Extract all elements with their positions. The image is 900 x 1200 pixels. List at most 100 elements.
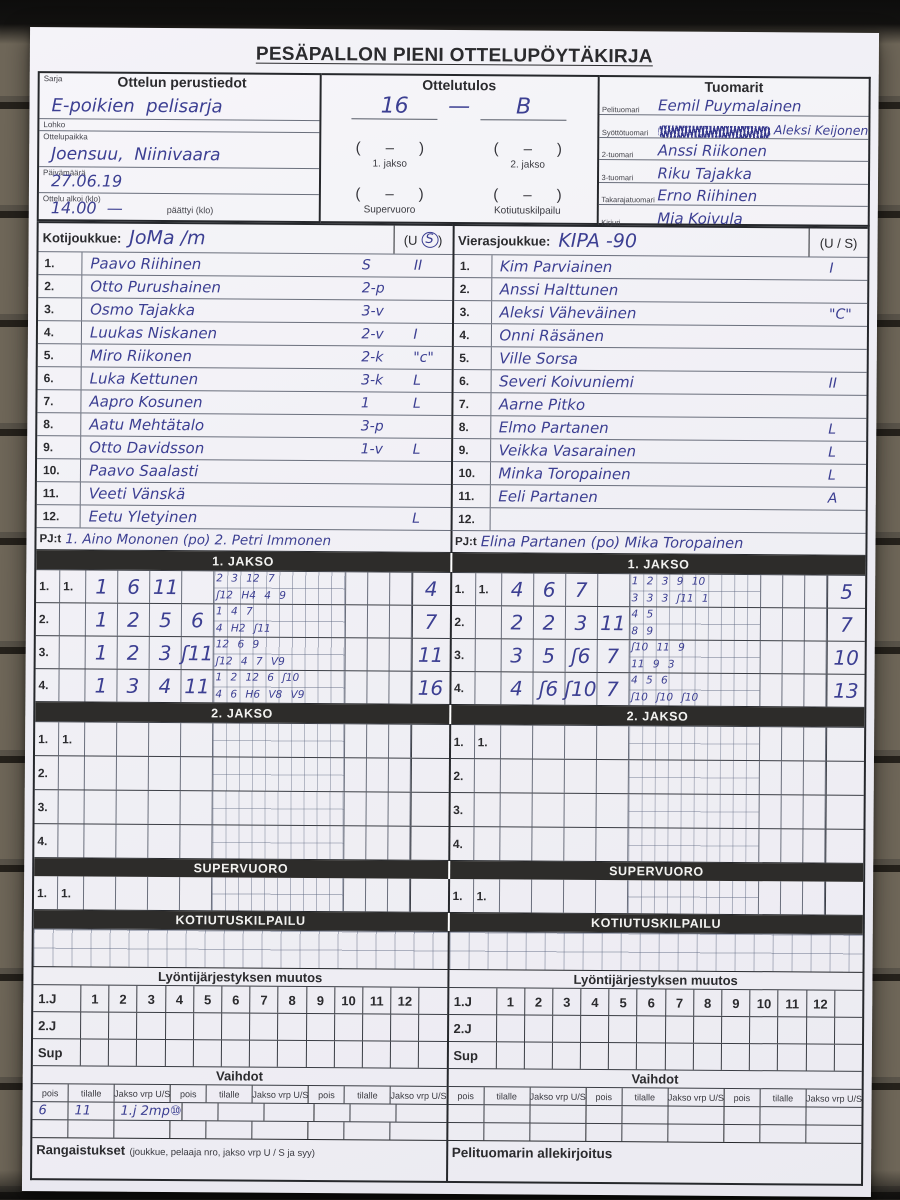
vaihdot-col-tilalle: tilalle [344,1086,392,1104]
player-name: Otto Davidsson [89,438,205,458]
home-score: 16 [351,93,438,120]
vaihdot-col-pois: pois [586,1087,623,1106]
away-score: B [480,94,567,121]
batter-cell [180,723,214,757]
jakso1-score: ( – ) 1. jakso [321,139,459,170]
vaihdot-data-row [32,1119,446,1140]
fine-score-bottom: 11 9 3 [631,658,675,671]
batter-cell [596,726,629,760]
muutos-cell: 10 [750,990,779,1017]
muutos-cell [693,1016,723,1043]
muutos-cell [778,1044,807,1071]
vaihdot-col-headers: pois tilalle Jakso vrp U/S pois tilalle … [448,1085,862,1107]
player-name: Luukas Niskanen [89,323,218,343]
vaihto-cell [724,1124,761,1143]
scribbled-out-name [657,125,770,138]
inning-number: 1. [34,722,60,756]
muutos-cell: 3 [553,988,582,1015]
fine-score-bottom: 3 3 3 ʃ11 1 [631,592,709,605]
inning-number: 4. [34,824,59,858]
score-cell [387,878,410,912]
inning-total [409,878,448,912]
muutos-cell: 9 [306,987,336,1014]
muutos-row-1j: 1.J 1 2 3 4 5 6 7 8 9 10 11 12 [448,986,863,1017]
player-number: 3. [453,301,492,324]
player-position: S [361,257,371,274]
batter-cell [180,791,213,825]
jakso1-away: 1. 1. 4 6 7 1 2 3 9 10 3 3 3 ʃ11 1 [448,571,866,707]
vaihdot-col-tilalle: tilalle [68,1084,115,1102]
player-mark: L [412,395,421,412]
vaihdot-data-row [447,1103,862,1125]
score-cell [388,724,411,758]
inning-number: 3. [451,639,476,672]
inning-number: 4. [449,827,474,861]
muutos-cell [609,1043,638,1070]
player-number: 5. [37,344,82,367]
vaihdot-col-pois: pois [32,1084,69,1102]
score-cell [760,608,784,641]
batter-cell [500,793,533,827]
batter-cell [500,725,533,759]
muutos-cells: 1 2 3 4 5 6 7 8 9 10 11 12 [81,985,447,1014]
player-number: 8. [37,413,82,436]
player-name: Otto Purushainen [90,277,221,297]
us-open: (U [403,232,422,248]
basics-header: Ottelun perustiedot [117,73,247,91]
vaihto-cell [182,1103,219,1121]
batter-cell: 11 [181,670,214,703]
home-roster-row: 9. Otto Davidsson 1-v L [37,435,451,461]
inning-total: 11 [411,638,450,671]
ottelupaikka-value: Joensuu, Niinivaara [51,144,221,166]
inning-total: 16 [410,671,450,704]
fine-score-grid [627,880,760,915]
away-pj-label: PJ:t [454,535,477,548]
batter-cell [532,759,565,793]
batter-cell [148,722,182,757]
supervuoro-grid: 1. 1. 1. 1. [33,876,864,915]
muutos-cell [278,1013,307,1041]
batter-cell: 7 [596,673,630,706]
score-cell [367,638,390,671]
muutos-cell [334,1014,364,1041]
home-team-header: Kotijoukkue: JoMa /m (U S) [38,221,453,255]
player-position: 3-p [360,418,384,435]
player-position: 3-v [361,303,384,320]
away-roster-row: 1. Kim Parviainen I [453,254,868,280]
batter-cell: ʃ11 [181,637,214,670]
score-row: 3. [450,792,864,829]
score-cell [388,792,411,826]
fine-score-bottom: 4 H2 ʃ11 [215,622,271,635]
batter-cell: ʃ6 [532,672,566,705]
home-roster-row: 6. Luka Kettunen 3-k L [37,366,452,392]
muutos-cell [552,1042,582,1069]
fine-score-top: 4 5 [631,608,654,621]
player-mark: "C" [829,306,852,323]
score-cell [759,761,782,795]
batter-cell [564,725,597,760]
player-name: Onni Räsänen [499,326,605,346]
player-number: 8. [452,416,491,439]
muutos-table-home: 1.J 1 2 3 4 5 6 7 8 9 10 11 12 2.J Sup [32,984,447,1068]
score-cell [803,761,826,795]
player-mark: "c" [413,349,434,366]
batter-cell: 1 [86,570,119,603]
batter-cell: ʃ6 [565,639,598,673]
vaihto-cell [586,1105,623,1124]
vaihto-cell [622,1106,669,1124]
field-ottelupaikka: Ottelupaikka Joensuu, Niinivaara [39,131,320,170]
muutos-cell [137,1039,166,1067]
home-team-name: JoMa /m [129,226,206,250]
score-cell [345,638,368,671]
batter-cell [84,722,118,756]
score-cell [783,575,806,608]
inning-number: 1. [449,879,474,913]
vaihdot-col-jakso: Jakso vrp U/S [252,1085,310,1104]
batter-cell [182,571,215,604]
vaihto-cell [667,1124,725,1142]
sarja-label: Sarja [43,74,63,84]
jakso2-away: 1. 1. 2. [447,723,865,863]
player-position: 2-v [361,326,384,343]
home-roster-row: 10. Paavo Saalasti [36,458,451,484]
score-row: 3. [34,789,449,826]
